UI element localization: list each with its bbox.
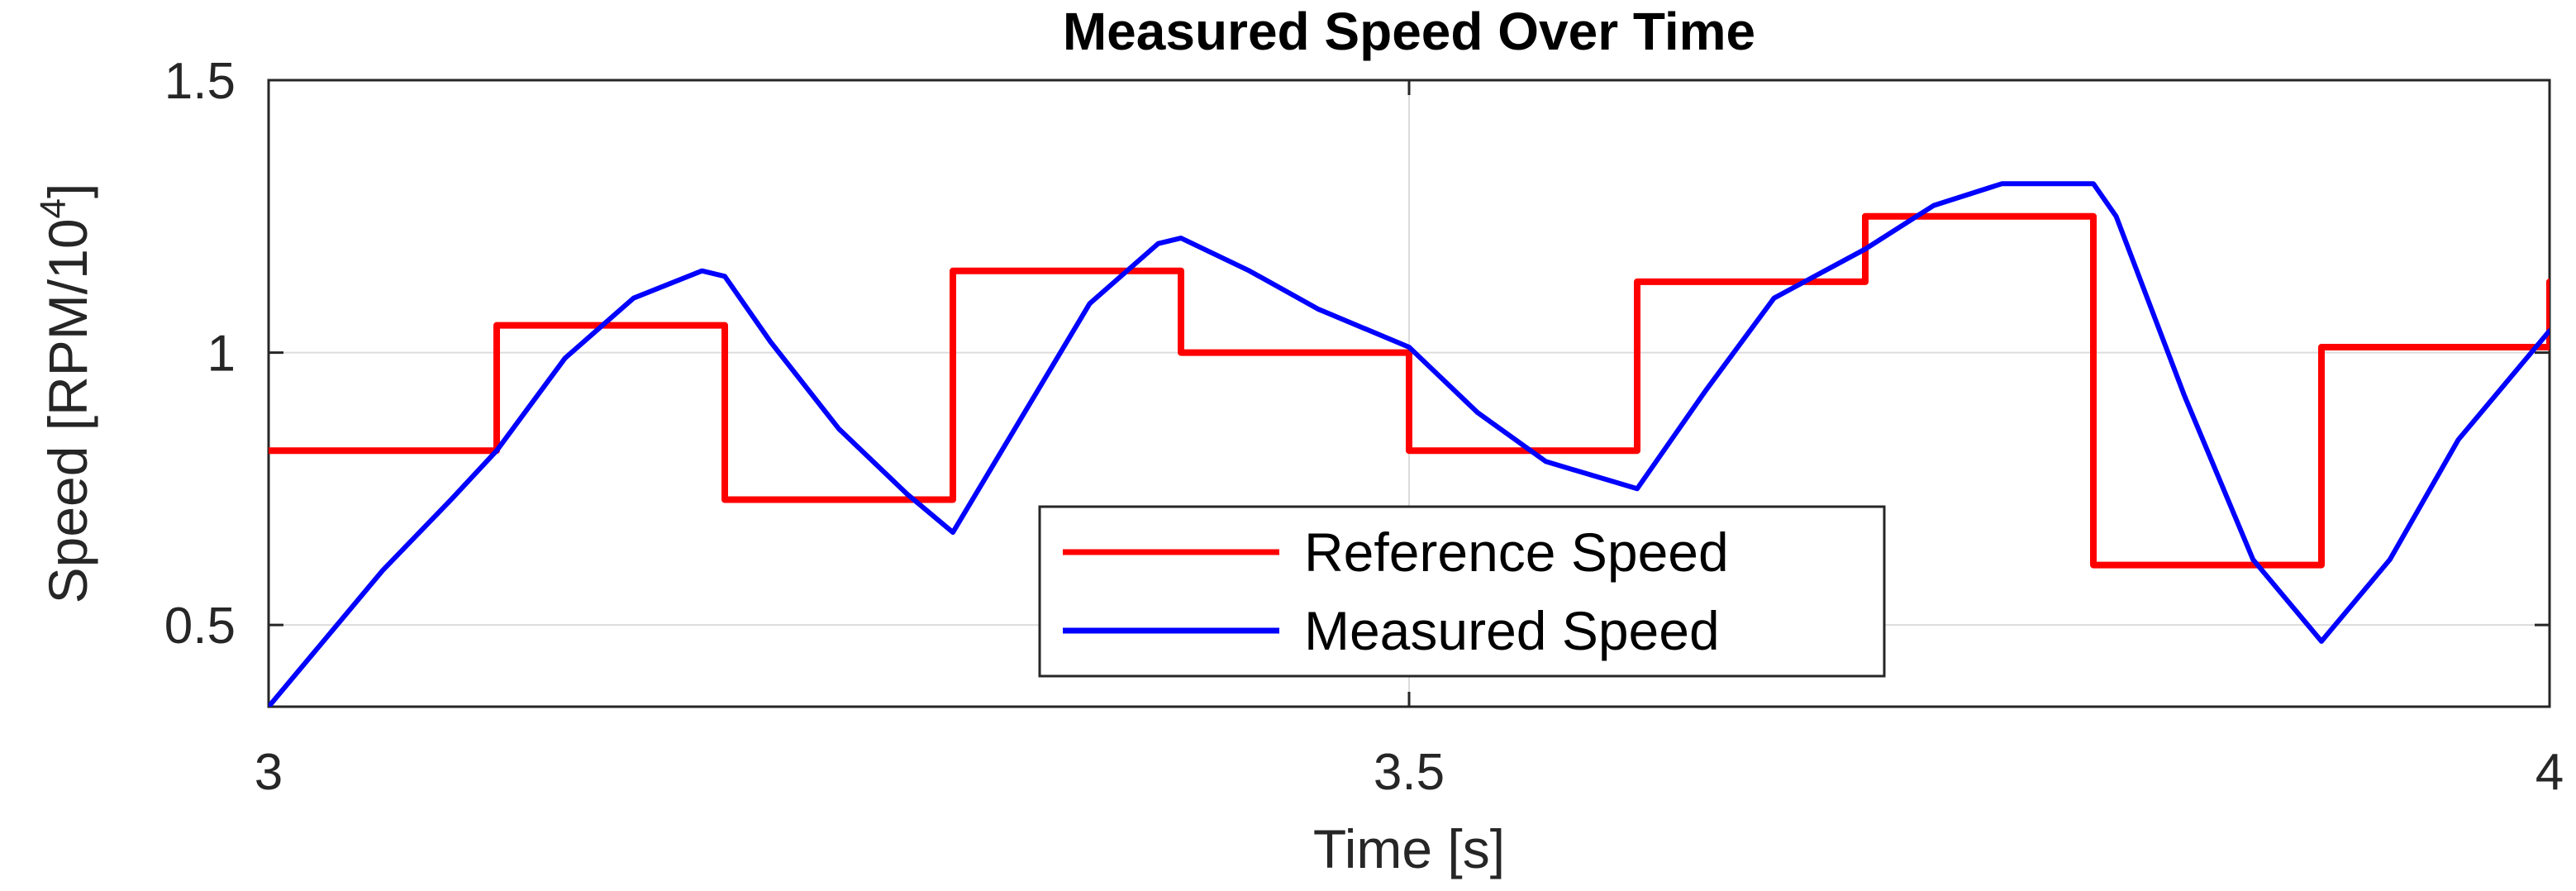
x-tick-label: 3 — [255, 744, 283, 801]
y-axis-label-exponent: 4 — [33, 198, 74, 218]
y-tick-label: 0.5 — [164, 598, 236, 655]
series-layer — [269, 181, 2550, 707]
x-tick-label: 3.5 — [1374, 744, 1445, 801]
y-axis-label-close: ] — [37, 183, 98, 198]
legend-label-reference: Reference Speed — [1304, 522, 1729, 583]
legend-box — [1038, 505, 1886, 678]
legend-label-measured: Measured Speed — [1304, 600, 1720, 661]
reference-speed-line — [269, 212, 2550, 569]
y-tick-label: 1 — [207, 326, 236, 383]
legend: Reference Speed Measured Speed — [1038, 505, 1886, 678]
plot-frame — [267, 79, 2551, 708]
x-tick-label: 4 — [2536, 744, 2564, 801]
y-axis-label-main: Speed [RPM/10 — [37, 218, 98, 603]
measured-speed-line — [269, 181, 2550, 707]
tick-labels: 3 3.5 4 0.5 1 1.5 — [164, 53, 2564, 801]
chart-title: Measured Speed Over Time — [1063, 2, 1755, 61]
y-axis-label: Speed [RPM/104] — [33, 183, 98, 604]
y-tick-label: 1.5 — [164, 53, 236, 110]
x-axis-label: Time [s] — [1313, 818, 1505, 879]
